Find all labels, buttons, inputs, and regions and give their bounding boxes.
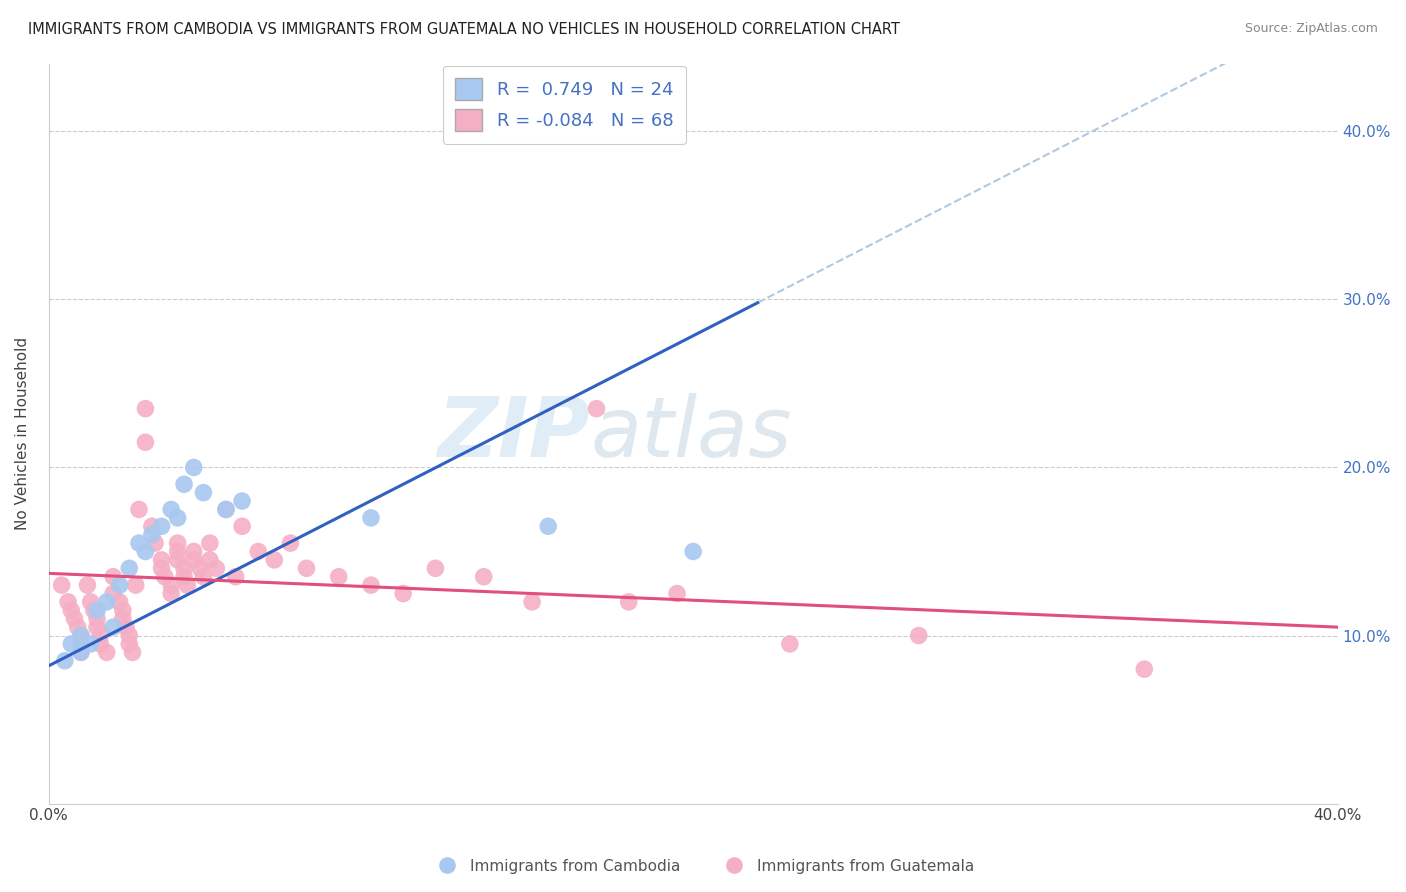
Point — [160, 502, 183, 516]
Point — [183, 544, 205, 558]
Point — [60, 637, 83, 651]
Point — [141, 527, 163, 541]
Point — [128, 502, 150, 516]
Point — [103, 570, 125, 584]
Point — [472, 570, 495, 584]
Point — [108, 578, 131, 592]
Point — [392, 586, 415, 600]
Point — [153, 570, 176, 584]
Point — [666, 586, 689, 600]
Point — [76, 578, 98, 592]
Text: ZIP: ZIP — [437, 393, 591, 475]
Point — [83, 603, 105, 617]
Point — [173, 477, 195, 491]
Point — [108, 595, 131, 609]
Point — [166, 544, 188, 558]
Point — [150, 553, 173, 567]
Point — [86, 620, 108, 634]
Point — [125, 578, 148, 592]
Point — [103, 586, 125, 600]
Point — [70, 628, 93, 642]
Point — [134, 401, 156, 416]
Text: Source: ZipAtlas.com: Source: ZipAtlas.com — [1244, 22, 1378, 36]
Point — [86, 603, 108, 617]
Point — [585, 401, 607, 416]
Point — [66, 620, 89, 634]
Point — [280, 536, 302, 550]
Point — [225, 570, 247, 584]
Text: IMMIGRANTS FROM CAMBODIA VS IMMIGRANTS FROM GUATEMALA NO VEHICLES IN HOUSEHOLD C: IMMIGRANTS FROM CAMBODIA VS IMMIGRANTS F… — [28, 22, 900, 37]
Point — [56, 595, 79, 609]
Point — [173, 570, 195, 584]
Point — [160, 586, 183, 600]
Point — [205, 561, 228, 575]
Point — [103, 620, 125, 634]
Point — [183, 553, 205, 567]
Point — [907, 628, 929, 642]
Y-axis label: No Vehicles in Household: No Vehicles in Household — [15, 337, 30, 531]
Point — [121, 645, 143, 659]
Point — [150, 561, 173, 575]
Point — [79, 637, 101, 651]
Point — [1133, 662, 1156, 676]
Point — [166, 536, 188, 550]
Point — [247, 544, 270, 558]
Point — [183, 460, 205, 475]
Point — [173, 561, 195, 575]
Point — [118, 628, 141, 642]
Point — [198, 536, 221, 550]
Point — [360, 578, 382, 592]
Point — [360, 511, 382, 525]
Point — [143, 536, 166, 550]
Point — [111, 603, 134, 617]
Point — [86, 612, 108, 626]
Point — [193, 485, 215, 500]
Point — [166, 511, 188, 525]
Point — [134, 544, 156, 558]
Point — [215, 502, 238, 516]
Point — [198, 553, 221, 567]
Point — [779, 637, 801, 651]
Point — [96, 595, 118, 609]
Legend: Immigrants from Cambodia, Immigrants from Guatemala: Immigrants from Cambodia, Immigrants fro… — [426, 853, 980, 880]
Point — [295, 561, 318, 575]
Point — [70, 637, 93, 651]
Point — [70, 645, 93, 659]
Point — [263, 553, 285, 567]
Point — [63, 612, 86, 626]
Point — [537, 519, 560, 533]
Point — [60, 603, 83, 617]
Point — [520, 595, 543, 609]
Point — [89, 637, 111, 651]
Point — [51, 578, 73, 592]
Legend: R =  0.749   N = 24, R = -0.084   N = 68: R = 0.749 N = 24, R = -0.084 N = 68 — [443, 66, 686, 144]
Point — [141, 519, 163, 533]
Point — [166, 553, 188, 567]
Point — [79, 595, 101, 609]
Point — [215, 502, 238, 516]
Point — [70, 645, 93, 659]
Point — [682, 544, 704, 558]
Point — [53, 654, 76, 668]
Point — [118, 637, 141, 651]
Text: atlas: atlas — [591, 393, 792, 475]
Point — [231, 519, 253, 533]
Point — [118, 561, 141, 575]
Point — [188, 561, 211, 575]
Point — [176, 578, 198, 592]
Point — [128, 536, 150, 550]
Point — [160, 578, 183, 592]
Point — [150, 519, 173, 533]
Point — [89, 628, 111, 642]
Point — [70, 628, 93, 642]
Point — [193, 570, 215, 584]
Point — [231, 494, 253, 508]
Point — [115, 620, 138, 634]
Point — [617, 595, 640, 609]
Point — [425, 561, 447, 575]
Point — [111, 612, 134, 626]
Point — [96, 645, 118, 659]
Point — [328, 570, 350, 584]
Point — [134, 435, 156, 450]
